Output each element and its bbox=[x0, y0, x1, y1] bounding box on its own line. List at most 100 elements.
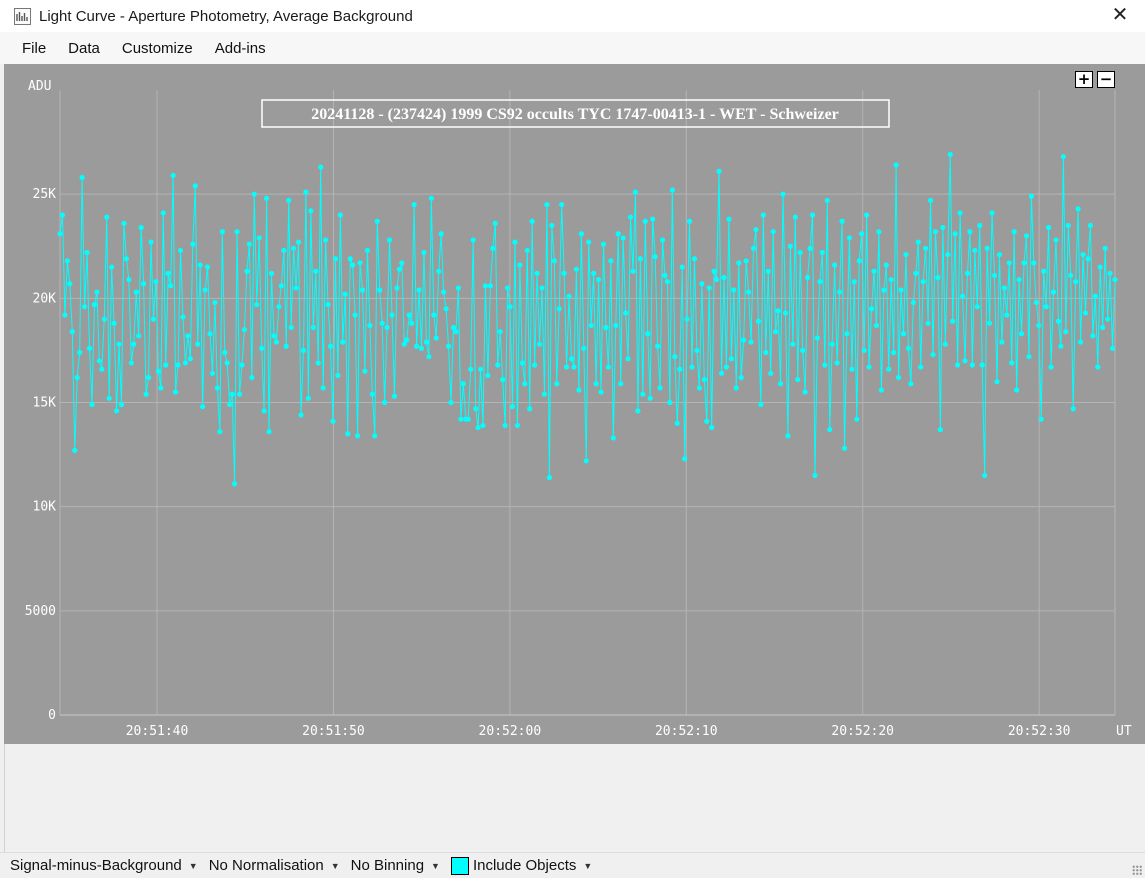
data-point bbox=[1092, 293, 1098, 299]
data-point bbox=[632, 189, 639, 195]
data-point bbox=[561, 270, 567, 276]
data-point bbox=[731, 287, 737, 293]
y-axis-label: ADU bbox=[28, 79, 51, 94]
data-point bbox=[288, 324, 294, 331]
data-point bbox=[504, 285, 511, 291]
data-point bbox=[74, 374, 80, 381]
menu-add-ins[interactable]: Add-ins bbox=[214, 39, 266, 57]
data-point bbox=[982, 472, 988, 479]
menu-customize[interactable]: Customize bbox=[121, 39, 193, 57]
data-point bbox=[325, 301, 331, 308]
data-point bbox=[937, 426, 944, 433]
data-point bbox=[1080, 251, 1086, 258]
data-point bbox=[873, 322, 880, 329]
data-point bbox=[1107, 270, 1113, 276]
data-point bbox=[522, 381, 528, 387]
data-point bbox=[266, 429, 272, 435]
data-point bbox=[886, 366, 892, 372]
data-point bbox=[714, 276, 720, 283]
data-point bbox=[249, 374, 255, 381]
data-point bbox=[495, 362, 501, 368]
data-point bbox=[460, 381, 466, 387]
zoom-out-button[interactable]: − bbox=[1097, 71, 1115, 88]
data-point bbox=[374, 218, 380, 224]
zoom-in-button[interactable]: + bbox=[1075, 71, 1093, 88]
light-curve-plot[interactable]: 0 5000 10K 15K 20K 25K 20:51:40 20:51:50 20:52:… bbox=[4, 64, 1145, 744]
data-point bbox=[441, 289, 447, 295]
include-objects-dropdown[interactable]: Include Objects ▼ bbox=[450, 856, 592, 875]
menu-file[interactable]: File bbox=[22, 39, 47, 57]
signal-dropdown[interactable]: Signal-minus-Background ▼ bbox=[10, 857, 198, 874]
data-point bbox=[514, 422, 521, 429]
data-point bbox=[475, 424, 481, 431]
data-point bbox=[544, 201, 550, 208]
data-point bbox=[768, 370, 774, 376]
data-point bbox=[337, 212, 343, 218]
data-point bbox=[962, 358, 968, 364]
data-point bbox=[834, 360, 840, 366]
data-point bbox=[773, 329, 779, 335]
data-point bbox=[1028, 193, 1034, 199]
chart-title: 20241128 - (237424) 1999 CS92 occults TY… bbox=[311, 106, 839, 123]
data-point bbox=[423, 339, 430, 345]
data-point bbox=[236, 391, 243, 397]
data-point bbox=[418, 345, 425, 351]
y-tick-label: 10K bbox=[33, 500, 57, 515]
data-point bbox=[263, 195, 270, 201]
data-point bbox=[699, 281, 705, 287]
data-point bbox=[625, 356, 631, 362]
data-point bbox=[1055, 318, 1062, 324]
data-point bbox=[480, 422, 486, 429]
data-point bbox=[165, 270, 171, 276]
data-point bbox=[566, 293, 572, 299]
data-point bbox=[841, 445, 848, 451]
data-point bbox=[286, 197, 292, 204]
data-point bbox=[261, 408, 267, 414]
data-point bbox=[445, 343, 452, 349]
window-title: Light Curve - Aperture Photometry, Avera… bbox=[39, 7, 413, 25]
data-point bbox=[1041, 268, 1047, 274]
data-point bbox=[920, 279, 926, 285]
data-point bbox=[485, 372, 491, 379]
data-point bbox=[81, 304, 88, 310]
data-point bbox=[718, 370, 725, 376]
resize-grip-icon[interactable] bbox=[1132, 865, 1142, 875]
data-point bbox=[1001, 285, 1007, 291]
data-point bbox=[170, 172, 176, 179]
data-point bbox=[763, 349, 769, 356]
data-point bbox=[893, 162, 899, 168]
binning-dropdown[interactable]: No Binning ▼ bbox=[351, 857, 440, 874]
data-point bbox=[903, 251, 909, 258]
menu-data[interactable]: Data bbox=[68, 39, 100, 57]
binning-dropdown-label: No Binning bbox=[350, 857, 425, 874]
plot-canvas[interactable]: 0 5000 10K 15K 20K 25K 20:51:40 20:51:50 20:52:… bbox=[4, 64, 1145, 744]
data-point bbox=[470, 237, 476, 243]
data-point bbox=[330, 418, 336, 424]
data-point bbox=[935, 274, 941, 281]
data-point bbox=[868, 306, 875, 312]
close-button[interactable]: ✕ bbox=[1111, 4, 1129, 26]
data-point bbox=[689, 364, 695, 370]
data-point bbox=[1087, 222, 1094, 229]
data-point bbox=[448, 399, 454, 406]
data-point bbox=[595, 276, 602, 283]
data-point bbox=[281, 247, 287, 254]
data-point bbox=[251, 191, 257, 197]
data-point bbox=[86, 345, 93, 351]
data-point bbox=[234, 229, 240, 235]
data-point bbox=[905, 345, 912, 351]
data-point bbox=[293, 285, 299, 291]
data-point bbox=[817, 279, 823, 285]
data-point bbox=[792, 214, 798, 220]
data-point bbox=[389, 312, 395, 318]
normalisation-dropdown[interactable]: No Normalisation ▼ bbox=[209, 857, 340, 874]
data-point bbox=[377, 287, 383, 293]
chart-title-box: 20241128 - (237424) 1999 CS92 occults TY… bbox=[261, 99, 890, 128]
data-point bbox=[79, 174, 85, 181]
data-point bbox=[711, 268, 717, 274]
data-point bbox=[797, 249, 803, 256]
data-point bbox=[168, 283, 174, 289]
data-point bbox=[217, 429, 223, 435]
data-point bbox=[662, 272, 668, 279]
data-point bbox=[790, 341, 796, 347]
